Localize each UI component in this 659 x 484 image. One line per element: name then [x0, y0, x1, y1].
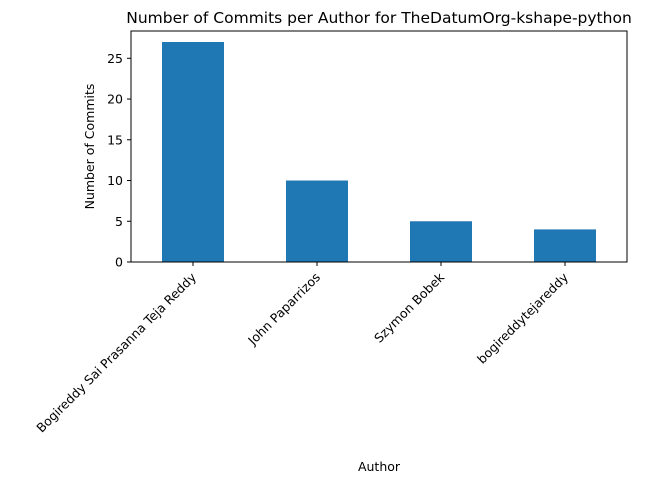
x-tick-label-3: bogireddytejareddy — [474, 269, 572, 367]
y-tick-label-1: 5 — [115, 214, 123, 229]
x-tick-label-0: Bogireddy Sai Prasanna Teja Reddy — [33, 269, 199, 435]
y-tick-label-0: 0 — [115, 255, 123, 270]
chart-title: Number of Commits per Author for TheDatu… — [126, 9, 632, 27]
x-axis-label: Author — [358, 459, 401, 474]
x-tick-label-1: John Paparrizos — [244, 270, 323, 349]
bar-3 — [534, 229, 596, 262]
y-tick-label-2: 10 — [107, 173, 123, 188]
y-tick-label-5: 25 — [107, 51, 123, 66]
bar-2 — [410, 221, 472, 262]
bar-0 — [162, 42, 224, 262]
plot-area: 0 5 10 15 20 25 Bogireddy Sai Prasanna Teja Re… — [33, 42, 596, 435]
bar-1 — [286, 180, 348, 262]
y-tick-label-4: 20 — [107, 92, 123, 107]
y-axis-label: Number of Commits — [82, 84, 97, 210]
y-tick-label-3: 15 — [107, 132, 123, 147]
plot-frame — [130, 30, 628, 263]
x-tick-label-2: Szymon Bobek — [371, 269, 448, 346]
